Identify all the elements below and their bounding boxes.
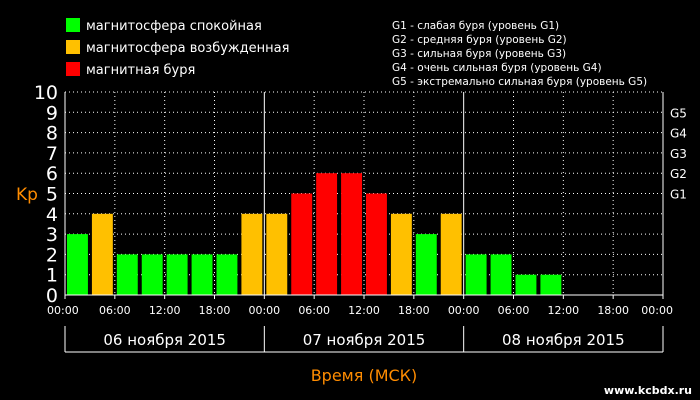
legend-label: магнитная буря — [86, 63, 195, 78]
x-tick-label: 00:00 — [47, 304, 79, 317]
x-tick-label: 00:00 — [448, 304, 480, 317]
bar — [490, 254, 512, 295]
y-tick-label: 3 — [46, 224, 58, 246]
bar — [415, 234, 437, 295]
x-tick-label: 18:00 — [199, 304, 231, 317]
x-tick-label: 18:00 — [597, 304, 629, 317]
y-tick-label: 2 — [46, 244, 58, 266]
y-tick-label: 6 — [46, 163, 58, 185]
y-axis-label: Kp — [16, 185, 38, 205]
bar — [390, 213, 412, 295]
x-tick-label: 06:00 — [498, 304, 530, 317]
legend-label: магнитосфера возбужденная — [86, 41, 289, 56]
bar — [515, 274, 537, 295]
y-tick-label: 9 — [46, 102, 58, 124]
y-tick-label: 4 — [46, 204, 58, 226]
storm-scale-note: G5 - экстремально сильная буря (уровень … — [392, 76, 647, 88]
bar — [341, 173, 362, 295]
bar — [141, 254, 163, 295]
bar — [116, 254, 138, 295]
storm-scale-note: G3 - сильная буря (уровень G3) — [392, 48, 566, 60]
g-level-label: G4 — [670, 127, 687, 141]
g-level-label: G5 — [670, 106, 687, 120]
bar — [166, 254, 188, 295]
storm-scale-note: G4 - очень сильная буря (уровень G4) — [392, 62, 602, 74]
bar — [465, 254, 487, 295]
storm-scale-note: G1 - слабая буря (уровень G1) — [392, 20, 559, 32]
y-tick-label: 10 — [34, 82, 58, 104]
x-tick-label: 00:00 — [641, 304, 673, 317]
bar — [440, 213, 462, 295]
bar — [366, 193, 387, 295]
bar — [241, 213, 263, 295]
bar — [91, 213, 113, 295]
y-tick-label: 7 — [46, 143, 58, 165]
y-tick-label: 8 — [46, 123, 58, 145]
storm-scale-note: G2 - средняя буря (уровень G2) — [392, 34, 567, 46]
g-level-label: G1 — [670, 188, 687, 202]
x-tick-label: 00:00 — [248, 304, 280, 317]
bar — [191, 254, 213, 295]
x-tick-label: 18:00 — [398, 304, 430, 317]
day-label: 07 ноября 2015 — [303, 331, 426, 349]
x-tick-label: 12:00 — [547, 304, 579, 317]
legend-swatch — [66, 40, 80, 54]
x-axis-title: Время (МСК) — [311, 366, 418, 385]
x-tick-label: 12:00 — [348, 304, 380, 317]
legend-swatch — [66, 18, 80, 32]
legend-label: магнитосфера спокойная — [86, 19, 262, 34]
bar — [67, 234, 88, 295]
bar — [540, 274, 562, 295]
legend-swatch — [66, 62, 80, 76]
x-tick-label: 12:00 — [149, 304, 181, 317]
y-tick-label: 5 — [46, 184, 58, 206]
x-tick-label: 06:00 — [99, 304, 131, 317]
bar — [291, 193, 313, 295]
y-tick-label: 0 — [46, 285, 58, 307]
y-tick-label: 1 — [46, 265, 58, 287]
site-watermark: www.kcbdx.ru — [604, 384, 692, 397]
day-label: 06 ноября 2015 — [103, 331, 226, 349]
day-label: 08 ноября 2015 — [502, 331, 625, 349]
bar — [316, 173, 338, 295]
bar — [266, 213, 288, 295]
bar — [216, 254, 238, 295]
g-level-label: G2 — [670, 167, 687, 181]
g-level-label: G3 — [670, 147, 687, 161]
x-tick-label: 06:00 — [298, 304, 330, 317]
